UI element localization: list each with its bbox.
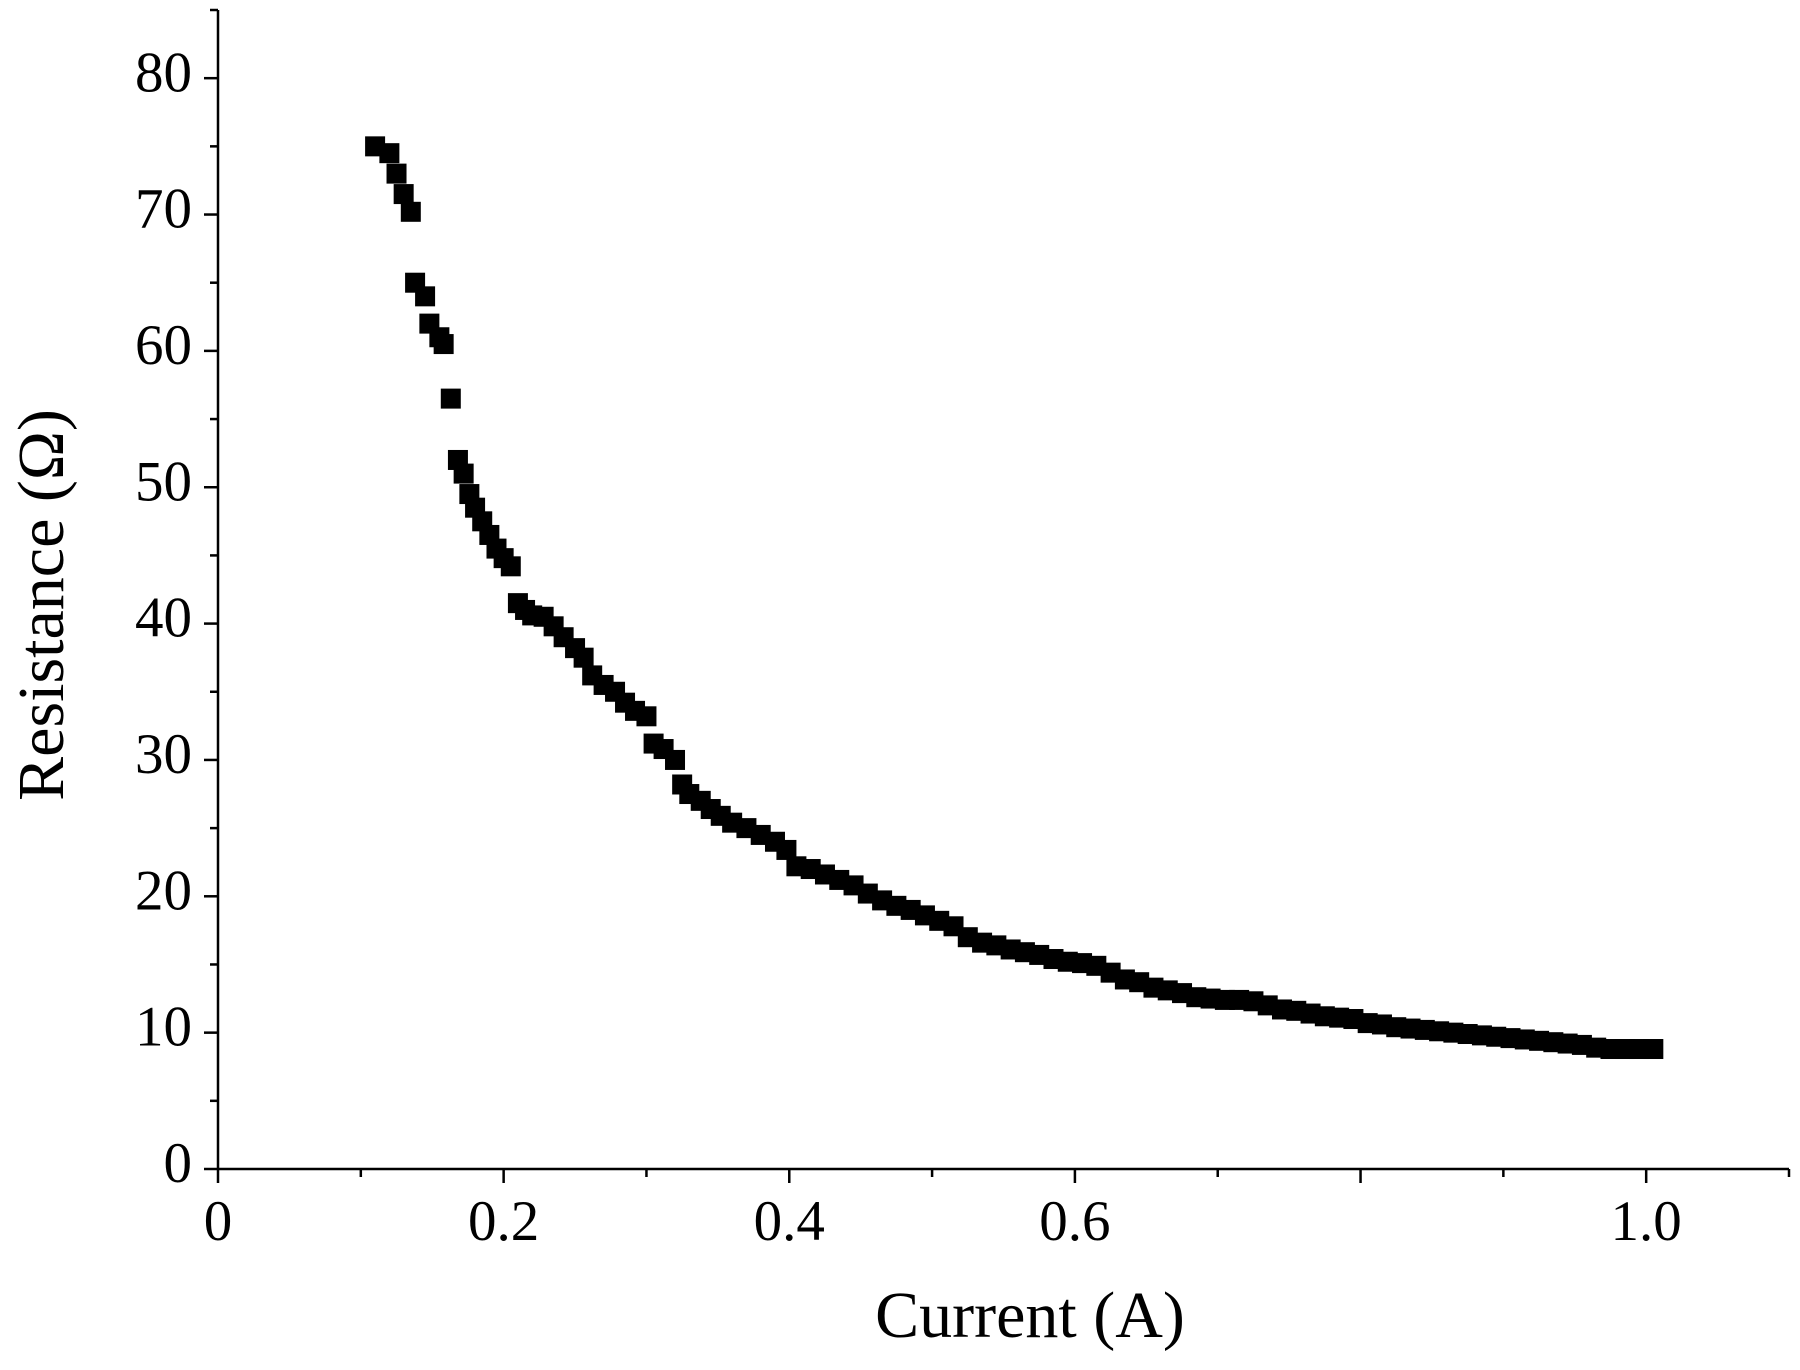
y-tick-label: 40 — [135, 587, 192, 650]
y-tick-label: 20 — [135, 859, 192, 922]
y-tick-label: 60 — [135, 314, 192, 377]
point — [636, 706, 657, 727]
y-tick-label: 30 — [135, 723, 192, 786]
point — [776, 839, 797, 860]
point — [1643, 1039, 1664, 1060]
y-tick-label: 80 — [135, 41, 192, 104]
point — [379, 143, 400, 164]
x-tick-label: 0.6 — [1039, 1190, 1110, 1253]
point — [440, 388, 461, 409]
x-tick-label: 0.2 — [468, 1190, 539, 1253]
point — [433, 334, 454, 355]
y-tick-label: 0 — [164, 1132, 193, 1195]
point — [415, 286, 436, 307]
x-tick-label: 0 — [204, 1190, 233, 1253]
x-axis-label: Current (A) — [875, 1279, 1185, 1352]
point — [665, 749, 686, 770]
point — [393, 184, 414, 205]
point — [500, 556, 521, 577]
point — [453, 463, 474, 484]
y-tick-label: 10 — [135, 996, 192, 1059]
y-axis-label: Resistance (Ω) — [5, 409, 78, 801]
point — [573, 647, 594, 668]
point — [386, 163, 407, 184]
y-tick-label: 50 — [135, 450, 192, 513]
point — [400, 201, 421, 222]
y-tick-label: 70 — [135, 178, 192, 241]
x-tick-label: 1.0 — [1611, 1190, 1682, 1253]
x-tick-label: 0.4 — [754, 1190, 825, 1253]
